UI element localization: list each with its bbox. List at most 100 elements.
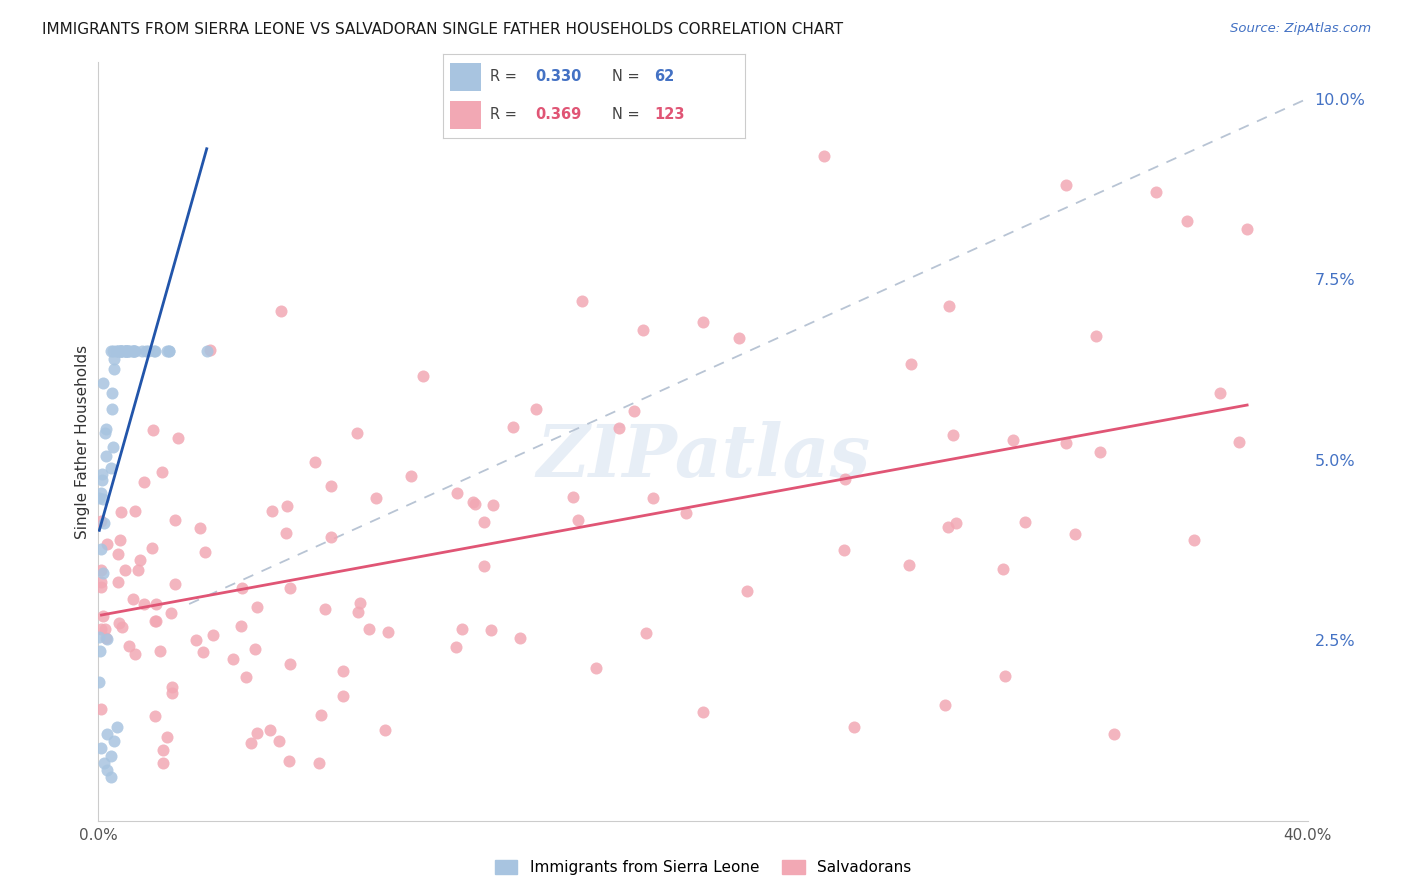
Point: [235, 670, 257, 684]
Point: [128, 553, 150, 567]
Point: [346, 425, 368, 440]
Point: [100, 344, 122, 359]
Point: [115, 344, 138, 359]
Point: [101, 386, 124, 401]
Point: [240, 735, 263, 749]
Point: [188, 521, 211, 535]
Point: [114, 563, 136, 577]
Point: [94, 422, 117, 436]
Point: [143, 614, 166, 628]
Point: [124, 648, 146, 662]
Point: [692, 706, 714, 720]
Point: [1001, 433, 1024, 447]
Point: [117, 344, 139, 359]
Point: [108, 615, 131, 630]
Point: [96, 632, 118, 646]
Point: [122, 591, 145, 606]
Point: [107, 575, 129, 590]
Point: [111, 344, 134, 359]
Point: [94, 426, 117, 441]
Point: [105, 344, 128, 359]
Point: [319, 479, 342, 493]
Point: [131, 344, 153, 359]
Point: [114, 344, 136, 359]
Point: [464, 497, 486, 511]
Point: [634, 626, 657, 640]
Point: [132, 598, 155, 612]
Point: [834, 472, 856, 486]
Point: [156, 344, 179, 359]
Point: [149, 644, 172, 658]
Point: [243, 642, 266, 657]
Point: [357, 622, 380, 636]
Point: [89, 644, 111, 658]
Point: [110, 505, 132, 519]
Point: [96, 536, 118, 550]
Point: [1054, 436, 1077, 450]
Point: [96, 727, 118, 741]
Point: [1088, 445, 1111, 459]
Point: [110, 344, 132, 359]
Point: [321, 530, 343, 544]
Text: 62: 62: [655, 70, 675, 85]
Point: [276, 499, 298, 513]
Point: [332, 664, 354, 678]
Text: 0.369: 0.369: [536, 107, 581, 122]
Point: [938, 299, 960, 313]
Point: [93, 516, 115, 530]
Point: [143, 709, 166, 723]
Point: [157, 344, 180, 359]
Point: [103, 351, 125, 366]
Point: [107, 344, 129, 359]
Point: [900, 357, 922, 371]
Point: [145, 614, 167, 628]
Point: [270, 303, 292, 318]
Point: [260, 503, 283, 517]
Point: [100, 461, 122, 475]
Point: [160, 686, 183, 700]
Point: [567, 513, 589, 527]
Point: [231, 582, 253, 596]
Point: [304, 455, 326, 469]
Point: [121, 344, 143, 359]
Point: [101, 344, 124, 359]
Point: [160, 606, 183, 620]
Point: [89, 675, 111, 690]
Point: [90, 622, 112, 636]
Point: [936, 520, 959, 534]
Point: [479, 624, 502, 638]
Point: [991, 562, 1014, 576]
Point: [412, 369, 434, 384]
Point: [278, 657, 301, 671]
Point: [166, 431, 188, 445]
Point: [267, 734, 290, 748]
Point: [373, 723, 395, 738]
Point: [111, 620, 134, 634]
Point: [945, 516, 967, 530]
Point: [692, 315, 714, 329]
Point: [90, 741, 112, 756]
Point: [1236, 221, 1258, 235]
Point: [105, 720, 128, 734]
Point: [100, 748, 122, 763]
Point: [90, 574, 112, 589]
Point: [1209, 385, 1232, 400]
Point: [585, 661, 607, 675]
Point: [1104, 726, 1126, 740]
Point: [122, 344, 145, 359]
Point: [526, 401, 548, 416]
Point: [90, 581, 112, 595]
Legend: Immigrants from Sierra Leone, Salvadorans: Immigrants from Sierra Leone, Salvadoran…: [488, 854, 918, 881]
Point: [482, 499, 505, 513]
Point: [461, 495, 484, 509]
Point: [195, 344, 218, 359]
Point: [101, 440, 124, 454]
Point: [444, 640, 467, 654]
Point: [675, 506, 697, 520]
Point: [201, 628, 224, 642]
Point: [994, 669, 1017, 683]
Point: [152, 743, 174, 757]
Point: [91, 566, 114, 581]
Text: R =: R =: [489, 107, 522, 122]
Point: [91, 376, 114, 391]
